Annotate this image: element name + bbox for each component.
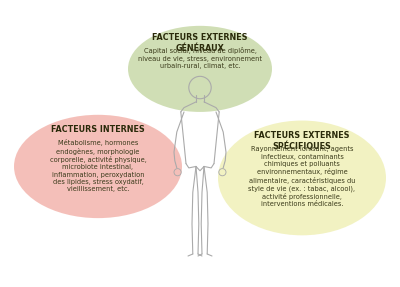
Ellipse shape: [128, 26, 272, 112]
Ellipse shape: [218, 121, 386, 235]
Text: FACTEURS INTERNES: FACTEURS INTERNES: [51, 125, 145, 134]
Text: Capital social, niveau de diplôme,
niveau de vie, stress, environnement
urbain-r: Capital social, niveau de diplôme, nivea…: [138, 47, 262, 69]
Ellipse shape: [14, 115, 182, 218]
Text: Métabolisme, hormones
endogènes, morphologie
corporelle, activité physique,
micr: Métabolisme, hormones endogènes, morphol…: [50, 139, 146, 192]
Text: FACTEURS EXTERNES
GÉNÉRAUX: FACTEURS EXTERNES GÉNÉRAUX: [152, 33, 248, 53]
Text: FACTEURS EXTERNES
SPÉCIFIQUES: FACTEURS EXTERNES SPÉCIFIQUES: [254, 131, 350, 151]
Text: Rayonnement ionisant, agents
infectieux, contaminants
chimiques et polluants
env: Rayonnement ionisant, agents infectieux,…: [248, 146, 356, 208]
